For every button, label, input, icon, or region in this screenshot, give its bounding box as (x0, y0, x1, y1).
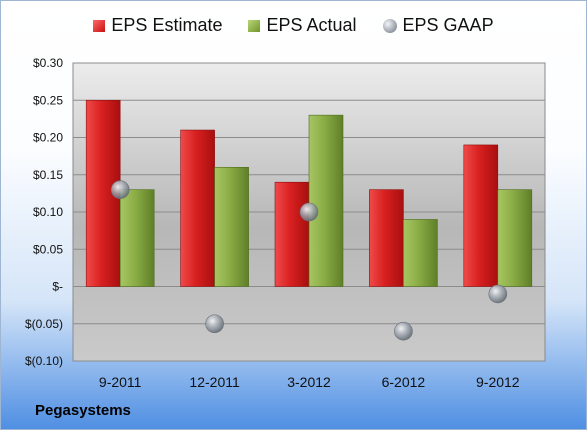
bar-eps-actual (214, 167, 249, 287)
legend-label-gaap: EPS GAAP (402, 15, 494, 35)
bar-eps-actual (119, 189, 155, 287)
bar-eps-actual (497, 189, 533, 287)
y-tick-label: $0.25 (33, 93, 63, 107)
x-tick-label: 3-2012 (287, 374, 331, 390)
bar-eps-actual (403, 219, 438, 287)
bar-eps-estimate (274, 181, 310, 287)
legend-item-estimate: EPS Estimate (93, 15, 222, 36)
y-tick-label: $(0.05) (25, 317, 63, 331)
x-tick-label: 9-2012 (476, 374, 520, 390)
gaap-points (110, 180, 508, 341)
bar-eps-estimate (369, 189, 404, 287)
legend-swatch-gaap (382, 18, 397, 33)
legend-swatch-actual (248, 19, 261, 32)
bar-series (85, 99, 533, 287)
bar-eps-estimate (180, 129, 215, 287)
y-tick-label: $0.05 (33, 242, 63, 256)
legend-item-actual: EPS Actual (248, 15, 357, 36)
y-tick-label: $- (52, 280, 63, 294)
y-tick-label: $0.30 (33, 56, 63, 70)
point-eps-gaap (394, 321, 413, 341)
y-tick-label: $(0.10) (25, 354, 63, 368)
legend-swatch-estimate (93, 19, 106, 32)
legend: EPS Estimate EPS Actual EPS GAAP (1, 15, 586, 36)
y-tick-label: $0.10 (33, 205, 63, 219)
legend-label-estimate: EPS Estimate (111, 15, 223, 35)
point-eps-gaap (488, 284, 508, 304)
point-eps-gaap (110, 180, 130, 199)
legend-label-actual: EPS Actual (266, 15, 357, 35)
point-eps-gaap (299, 202, 319, 222)
x-tick-label: 12-2011 (189, 374, 240, 390)
company-name: Pegasystems (35, 402, 131, 419)
bar-eps-estimate (463, 144, 499, 287)
x-axis-labels: 9-2011 12-2011 3-2012 6-2012 9-2012 (99, 374, 520, 390)
y-tick-label: $0.15 (33, 168, 63, 182)
legend-item-gaap: EPS GAAP (382, 15, 494, 36)
x-tick-label: 6-2012 (382, 374, 426, 390)
x-tick-label: 9-2011 (99, 374, 142, 390)
bar-eps-actual (308, 114, 344, 287)
y-axis-labels: $(0.10) $(0.05) $- $0.05 $0.10 $0.15 $0.20 $0.2… (25, 56, 63, 368)
y-tick-label: $0.20 (33, 131, 63, 145)
point-eps-gaap (205, 314, 224, 334)
